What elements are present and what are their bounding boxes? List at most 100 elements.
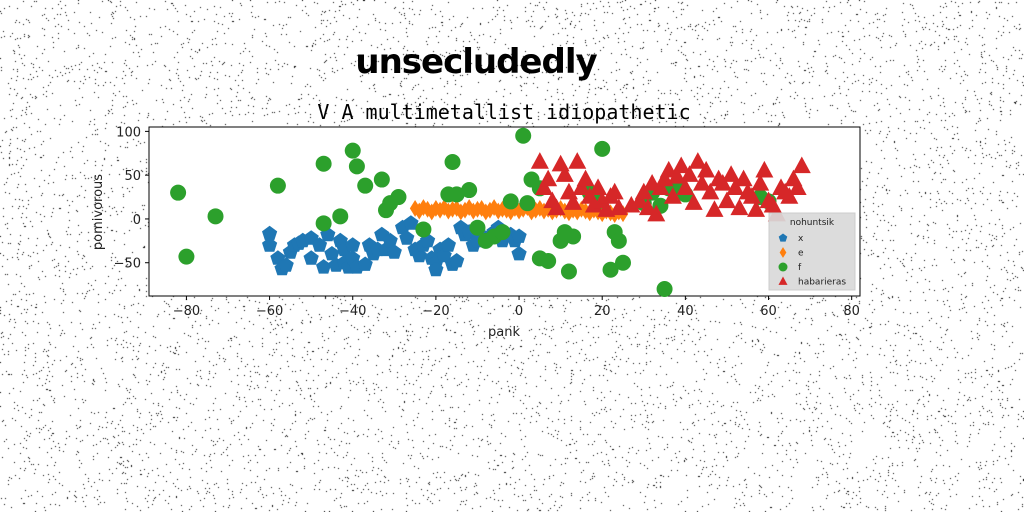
data-point-diamond — [409, 200, 421, 217]
data-point-diamond — [430, 200, 442, 217]
data-point-diamond — [468, 202, 479, 220]
data-point-triangle — [572, 178, 591, 196]
x-axis-label: pank — [488, 325, 520, 340]
x-tick-label: −80 — [173, 304, 200, 319]
data-point-circle — [444, 154, 461, 171]
data-point-circle — [594, 140, 611, 157]
data-point-circle — [315, 215, 332, 232]
data-point-triangle — [734, 169, 753, 187]
chart-title: V A multimetallist idiopathetic — [317, 100, 690, 124]
data-point-triangle — [564, 193, 583, 210]
data-point-pentagon — [386, 244, 402, 259]
y-tick-label: 0 — [133, 213, 141, 228]
data-point-circle — [415, 221, 432, 238]
data-point-triangle — [684, 193, 703, 210]
legend: nohuntsik xef habarieras — [768, 212, 856, 291]
data-point-triangle — [742, 187, 761, 204]
data-point-pentagon — [511, 228, 527, 243]
data-point-triangle — [576, 169, 595, 187]
x-tick-label: 60 — [760, 304, 777, 319]
data-point-diamond — [534, 200, 546, 217]
data-point-triangle — [672, 156, 691, 174]
data-point-triangle — [535, 178, 553, 196]
data-point-triangle — [726, 178, 745, 196]
data-point-pentagon — [382, 232, 398, 248]
x-tick-label: 20 — [594, 304, 611, 319]
y-axis-label: pomivorous — [91, 174, 106, 250]
data-point-triangle — [755, 160, 774, 178]
ticks-layer: −80 −60 −40 −20 0 20 40 60 80 −50 0 50 100 — [114, 125, 860, 319]
x-tick-label: −40 — [339, 304, 366, 319]
suptitle: unsecludedly — [355, 42, 597, 82]
data-point-circle — [357, 177, 374, 194]
data-point-circle — [348, 158, 365, 175]
data-point-pentagon — [345, 237, 361, 252]
legend-title: nohuntsik — [790, 218, 835, 228]
data-point-circle — [178, 248, 195, 265]
data-point-circle — [602, 261, 619, 278]
data-point-triangle — [584, 195, 603, 213]
data-point-triangle — [634, 182, 653, 200]
data-point-triangle — [638, 198, 657, 216]
data-point-pentagon — [262, 237, 278, 252]
data-point-triangle — [701, 182, 720, 200]
data-point-circle — [461, 182, 478, 199]
y-tick-label: 50 — [124, 169, 141, 184]
data-point-diamond — [476, 200, 487, 217]
data-point-circle — [560, 263, 577, 280]
data-point-triangle — [539, 169, 558, 187]
data-point-triangle — [663, 187, 682, 204]
data-point-triangle — [668, 167, 687, 184]
legend-marker-circle — [778, 262, 788, 272]
x-tick-label: 40 — [677, 304, 694, 319]
data-point-triangle — [788, 178, 807, 196]
data-point-triangle — [747, 200, 766, 217]
data-point-triangle — [751, 174, 770, 191]
data-point-triangle — [605, 182, 624, 200]
legend-marker-pentagon — [778, 233, 788, 242]
data-point-triangle — [651, 178, 670, 196]
x-tick-label: −20 — [422, 304, 449, 319]
data-point-circle — [170, 184, 187, 201]
data-point-pentagon — [316, 259, 332, 274]
data-point-triangle — [713, 174, 732, 191]
data-point-circle — [448, 186, 465, 203]
data-point-triangle — [568, 152, 587, 169]
data-point-triangle — [597, 200, 616, 217]
data-point-circle — [344, 142, 361, 159]
data-point-pentagon — [399, 230, 415, 245]
data-point-circle — [519, 195, 536, 212]
data-point-pentagon — [303, 250, 319, 265]
data-point-pentagon — [440, 237, 456, 252]
data-point-triangle — [647, 204, 666, 222]
data-point-diamond — [443, 202, 454, 220]
data-point-diamond — [493, 202, 504, 220]
data-point-triangle — [630, 191, 649, 209]
data-point-circle — [565, 228, 582, 245]
data-point-triangle — [676, 178, 695, 196]
data-point-triangle — [722, 165, 741, 182]
x-tick-label: 80 — [843, 304, 860, 319]
x-tick-label: −60 — [256, 304, 283, 319]
data-point-triangle — [780, 187, 799, 204]
data-point-pentagon — [278, 257, 294, 272]
data-point-triangle — [792, 156, 811, 174]
data-point-triangle — [705, 200, 724, 217]
data-point-triangle — [693, 174, 711, 191]
data-point-diamond — [584, 204, 595, 222]
data-point-triangle — [530, 152, 549, 169]
legend-label: x — [798, 234, 804, 244]
data-point-pentagon — [511, 246, 527, 261]
data-point-diamond — [538, 202, 550, 220]
data-point-pentagon — [449, 253, 465, 268]
data-point-triangle — [547, 198, 566, 216]
data-point-circle — [610, 232, 627, 249]
data-point-triangle — [659, 160, 678, 178]
data-point-triangle — [555, 165, 574, 182]
data-point-circle — [269, 177, 286, 194]
legend-marker-triangle — [778, 276, 788, 285]
data-point-pentagon — [262, 225, 278, 241]
data-point-circle — [207, 208, 224, 225]
legend-label: habarieras — [798, 278, 846, 288]
